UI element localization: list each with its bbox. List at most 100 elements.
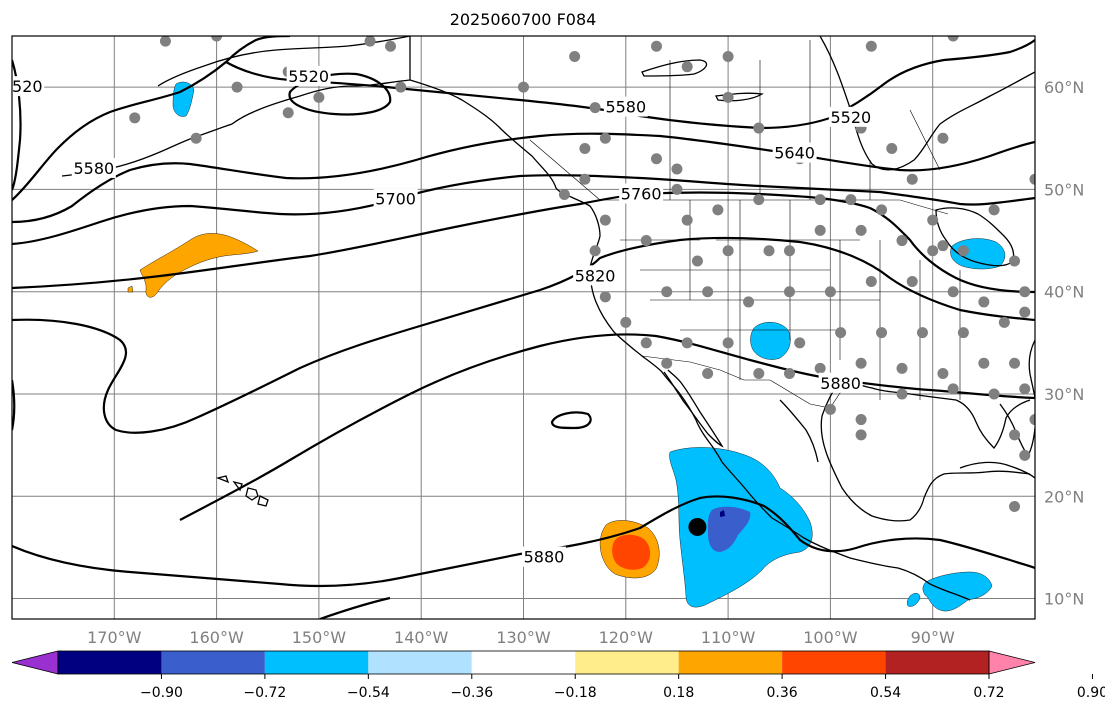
station-dot: [671, 183, 683, 195]
station-dot: [783, 368, 795, 380]
contour-label: 5520: [288, 67, 329, 86]
contour-label: 5700: [375, 190, 416, 209]
storm-center-marker: [688, 517, 707, 536]
contour-label: 5760: [621, 185, 662, 204]
station-dot: [599, 291, 611, 303]
station-dot: [988, 388, 1000, 400]
contour-label-bg: [603, 96, 648, 117]
station-dot: [896, 235, 908, 247]
lon-tick-label: 160°W: [189, 628, 244, 647]
colorbar-tick-label: 0.18: [663, 685, 694, 701]
colorbar-segment: [575, 651, 679, 674]
station-dot: [814, 224, 826, 236]
station-dot: [824, 403, 836, 415]
contour-5820: [12, 236, 1035, 434]
station-dot: [947, 383, 959, 395]
station-dot: [681, 61, 693, 73]
station-dot: [896, 362, 908, 374]
station-dot: [978, 296, 990, 308]
colorbar-segment: [161, 651, 265, 674]
contour-label-bg: [286, 65, 331, 86]
station-dot: [518, 81, 529, 93]
station-dot: [763, 245, 775, 257]
contour-label-bg: [71, 157, 116, 178]
station-dot: [129, 112, 141, 124]
station-dot: [988, 204, 1000, 216]
station-dot: [313, 91, 325, 103]
colorbar-tick-label: −0.72: [243, 685, 286, 701]
station-dot: [702, 286, 714, 298]
station-dot: [231, 81, 243, 93]
colorbar-segment: [782, 651, 886, 674]
station-dot: [579, 173, 591, 185]
station-dot: [1019, 306, 1031, 318]
contour-5700: [12, 174, 1035, 246]
coastline-cuba: [959, 461, 1035, 479]
latitude-tick-labels: 10°N 20°N 30°N 40°N 50°N 60°N: [1044, 78, 1084, 608]
station-dot: [824, 286, 836, 298]
station-dot: [743, 296, 755, 308]
coastline-atlantic: [1028, 339, 1035, 399]
colorbar-extend-left: [11, 650, 59, 675]
station-dot: [722, 245, 734, 257]
station-dot: [282, 107, 294, 119]
colorbar-tick-label: −0.18: [554, 685, 597, 701]
shading-mexico-core: [720, 510, 725, 517]
contour-label: 5640: [774, 144, 815, 163]
station-dot: [906, 173, 918, 185]
lon-tick-label: 140°W: [394, 628, 449, 647]
station-dot: [1019, 286, 1031, 298]
colorbar-tick-label: 0.90: [1077, 685, 1105, 701]
contour-5760: [12, 191, 1035, 294]
station-dot: [558, 189, 570, 201]
station-dot: [190, 132, 202, 144]
contour-label: 5880: [820, 374, 861, 393]
station-dot: [783, 286, 795, 298]
station-markers: [129, 36, 1035, 512]
contour-5880-south: [12, 495, 1035, 588]
lat-tick-label: 20°N: [1044, 487, 1084, 506]
contour-label: 5580: [605, 98, 646, 117]
station-dot: [1009, 357, 1021, 369]
station-dot: [211, 36, 223, 42]
contour-5880-small: [550, 411, 592, 430]
colorbar-segment: [471, 651, 576, 674]
station-dot: [753, 194, 765, 206]
station-dot: [957, 327, 969, 339]
coastline-alaska: [61, 79, 411, 177]
colorbar-segment: [885, 651, 989, 674]
colorbar-extend-right: [988, 650, 1036, 675]
station-dot: [364, 36, 376, 47]
station-dot: [855, 429, 867, 441]
coastline-arctic-island: [641, 59, 708, 77]
station-dot: [753, 122, 765, 134]
station-dot: [927, 245, 939, 257]
station-dot: [886, 143, 898, 155]
station-dot: [620, 316, 632, 328]
longitude-tick-labels: 170°W 160°W 150°W 140°W 130°W 120°W 110°W 100°W…: [87, 628, 955, 647]
station-dot: [691, 255, 703, 267]
station-dot: [1029, 414, 1035, 426]
contour-5880-far-south: [319, 596, 391, 619]
lat-tick-label: 30°N: [1044, 385, 1084, 404]
station-dot: [722, 91, 734, 103]
station-dot: [1029, 173, 1035, 185]
station-dot: [579, 143, 591, 155]
lon-tick-label: 90°W: [911, 628, 955, 647]
station-dot: [937, 240, 949, 252]
coastline-baja: [663, 369, 724, 448]
anomaly-shading: [127, 81, 1006, 612]
shading-pacific-positive-small: [127, 285, 134, 293]
station-dot: [650, 153, 662, 165]
station-dot: [1019, 383, 1031, 395]
colorbar-tick-label: 0.36: [767, 685, 798, 701]
contour-label-bg: [521, 546, 566, 567]
station-dot: [599, 214, 611, 226]
station-dot: [385, 40, 397, 52]
contour-5580-west: [12, 36, 291, 201]
station-dot: [937, 368, 949, 380]
station-dot: [671, 163, 683, 175]
station-dot: [722, 337, 734, 349]
lat-tick-label: 10°N: [1044, 590, 1084, 609]
